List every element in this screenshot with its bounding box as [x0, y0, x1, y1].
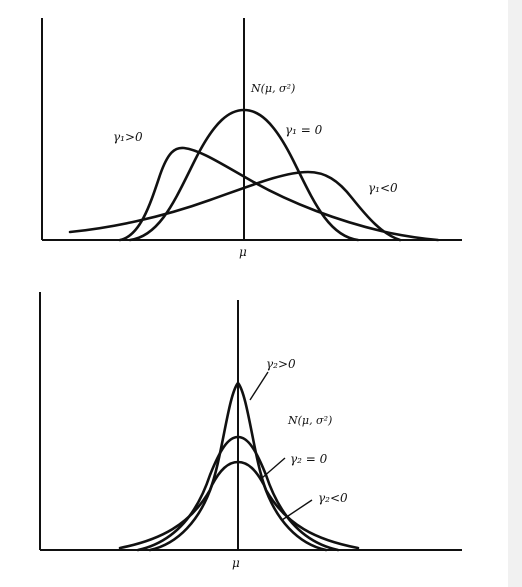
label-gamma2-negative: γ₂<0: [318, 491, 348, 505]
label-normal-top: N(μ, σ²): [250, 82, 295, 95]
label-gamma1-negative: γ₁<0: [368, 181, 398, 195]
label-gamma1-zero: γ₁ = 0: [285, 123, 323, 137]
curve-platykurtic: [148, 460, 328, 552]
label-gamma1-positive: γ₁>0: [113, 130, 143, 144]
label-gamma2-zero: γ₂ = 0: [290, 452, 328, 466]
skewness-panel: N(μ, σ²) γ₁>0 γ₁ = 0 γ₁<0 μ: [41, 18, 462, 259]
label-normal-bottom: N(μ, σ²): [287, 414, 332, 427]
pointer-gamma2-positive: [249, 371, 269, 401]
pointer-gamma2-zero: [261, 457, 286, 479]
curve-positive-skew: [118, 146, 440, 242]
pointer-gamma2-negative: [281, 499, 313, 521]
label-gamma2-positive: γ₂>0: [266, 357, 296, 371]
distribution-figure: N(μ, σ²) γ₁>0 γ₁ = 0 γ₁<0 μ γ₂>0 N(μ, σ²…: [39, 18, 462, 570]
curve-negative-skew: [68, 170, 402, 242]
label-mu-bottom: μ: [232, 556, 240, 570]
label-mu-top: μ: [239, 245, 247, 259]
kurtosis-panel: γ₂>0 N(μ, σ²) γ₂ = 0 γ₂<0 μ: [39, 292, 462, 570]
curve-normal: [128, 108, 360, 242]
curve-mesokurtic: [136, 435, 340, 552]
page-edge-strip: [508, 0, 522, 587]
